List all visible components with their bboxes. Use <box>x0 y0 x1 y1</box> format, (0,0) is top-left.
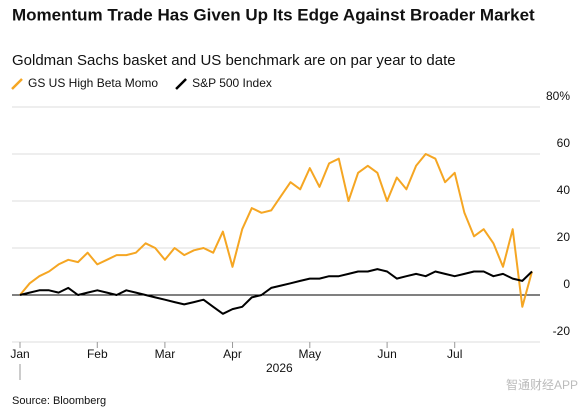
y-tick-label: 40 <box>557 183 571 197</box>
legend-label: S&P 500 Index <box>192 76 272 90</box>
chart-title-line1: Momentum Trade Has Given Up Its Edge Aga… <box>12 5 535 24</box>
x-tick-label: Jul <box>447 347 462 361</box>
y-tick-label: 20 <box>557 230 571 244</box>
series-line <box>19 153 533 308</box>
y-tick-label: 60 <box>557 136 571 150</box>
legend-swatch <box>175 78 187 90</box>
x-tick-label: Jan <box>10 347 29 361</box>
y-tick-label: -20 <box>553 324 571 338</box>
x-tick-label: Feb <box>87 347 108 361</box>
y-tick-label: 0 <box>563 277 570 291</box>
x-tick-label: May <box>298 347 321 361</box>
x-tick-label: Jun <box>377 347 396 361</box>
legend-label: GS US High Beta Momo <box>28 76 158 90</box>
series-line <box>19 268 533 315</box>
x-tick-label: Apr <box>223 347 242 361</box>
y-tick-label: 80% <box>546 89 570 103</box>
x-axis-label: 2026 <box>266 361 293 375</box>
legend-swatch <box>11 78 23 90</box>
x-tick-label: Mar <box>155 347 176 361</box>
watermark: 智通财经APP <box>506 377 578 392</box>
source: Source: Bloomberg <box>12 395 106 407</box>
chart-subtitle: Goldman Sachs basket and US benchmark ar… <box>12 52 456 69</box>
